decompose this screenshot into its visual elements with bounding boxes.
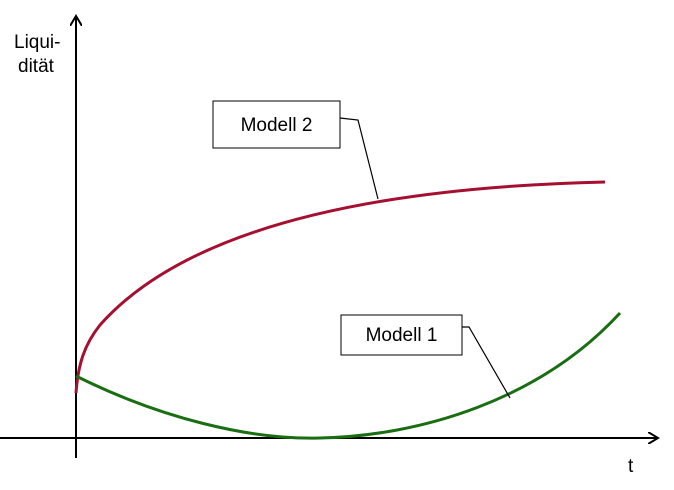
leader-line — [339, 117, 379, 200]
curve-modell-1 — [75, 311, 622, 440]
callout-box — [340, 314, 463, 356]
callout-label: Modell 1 — [366, 325, 438, 346]
y-axis-label: dität — [18, 56, 55, 77]
leader-line — [462, 326, 511, 399]
curve-modell-2 — [74, 180, 606, 394]
callout-label: Modell 2 — [241, 115, 313, 136]
y-axis-label: Liqui- — [14, 32, 60, 53]
x-axis-label: t — [628, 456, 634, 477]
callout-box — [212, 100, 341, 149]
